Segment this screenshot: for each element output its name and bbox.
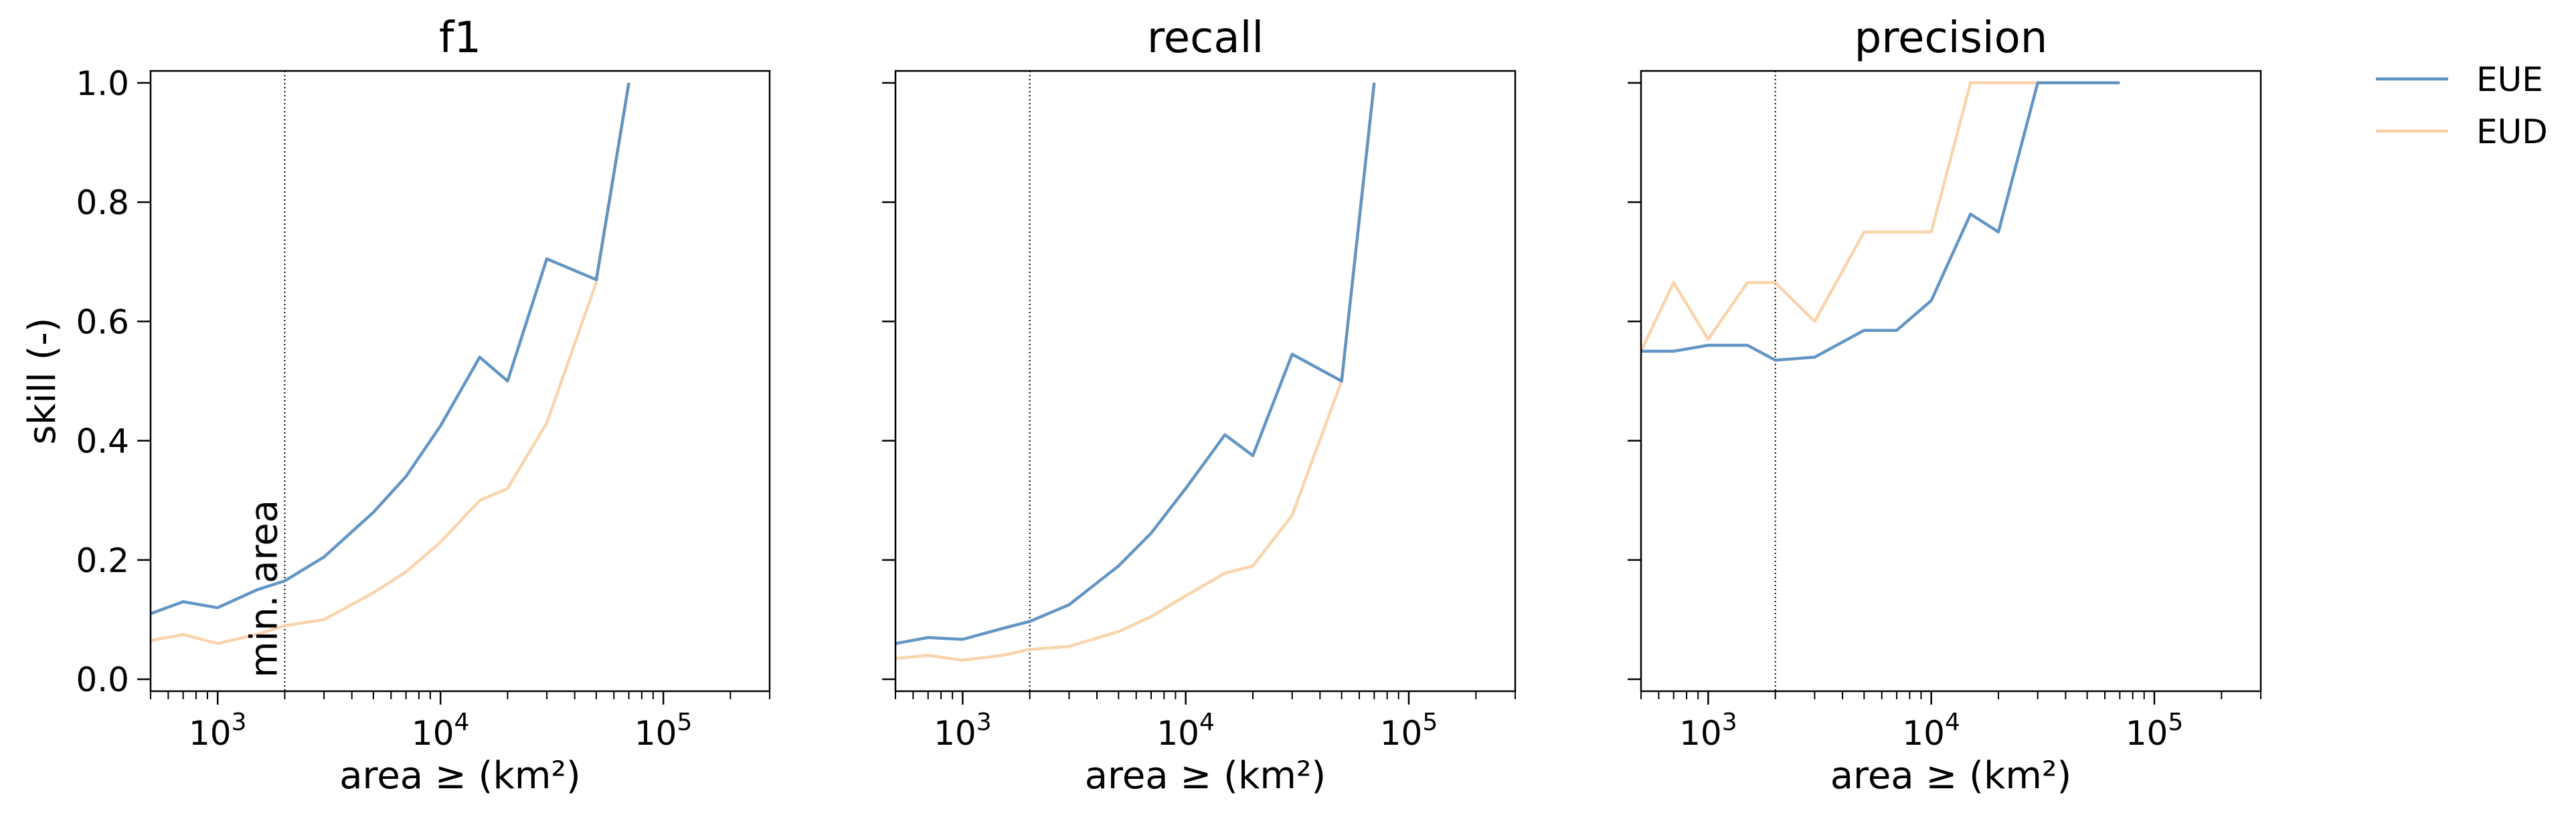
series-line-EUE	[150, 82, 630, 616]
y-tick-label: 1.0	[76, 64, 129, 103]
y-tick-label: 0.8	[76, 183, 129, 222]
y-axis-label: skill (-)	[21, 318, 64, 445]
x-tick-exponent: 4	[1199, 709, 1215, 736]
x-tick-base: 10	[1156, 714, 1199, 753]
x-tick-exponent: 3	[1722, 709, 1737, 736]
chart-title: f1	[439, 13, 481, 63]
series-line-EUE	[895, 82, 1376, 645]
x-tick-exponent: 5	[677, 709, 692, 736]
x-tick-base: 10	[1902, 714, 1945, 753]
series-line-EUE	[1641, 81, 2120, 362]
legend: EUE EUD	[2376, 60, 2548, 151]
x-tick-base: 10	[2126, 714, 2168, 753]
x-tick-label: 103	[1679, 709, 1737, 753]
legend-label: EUE	[2476, 60, 2543, 99]
x-tick-exponent: 4	[1945, 709, 1960, 736]
x-tick-base: 10	[934, 714, 976, 753]
y-tick-label: 0.4	[76, 422, 129, 461]
x-tick-label: 104	[412, 709, 470, 753]
x-tick-exponent: 5	[1422, 709, 1438, 736]
chart-title: precision	[1855, 13, 2048, 63]
x-tick-base: 10	[1380, 714, 1423, 753]
axes-frame	[149, 70, 771, 693]
x-tick-base: 10	[412, 714, 454, 753]
chart-title: recall	[1147, 13, 1264, 63]
x-tick-exponent: 4	[454, 709, 470, 736]
x-tick-label: 103	[934, 709, 992, 753]
series-line-EUD	[1639, 81, 2120, 352]
x-tick-label: 105	[2126, 709, 2184, 753]
legend-label: EUD	[2476, 112, 2548, 151]
x-axis-label: area ≥ (km²)	[339, 754, 581, 798]
min-area-annotation: min. area	[242, 500, 286, 678]
x-tick-label: 103	[189, 709, 247, 753]
x-axis-label: area ≥ (km²)	[1830, 754, 2072, 798]
x-tick-label: 104	[1156, 709, 1215, 753]
x-tick-exponent: 3	[232, 709, 247, 736]
x-tick-label: 105	[634, 709, 693, 753]
x-tick-base: 10	[189, 714, 232, 753]
series-line-EUD	[150, 82, 630, 645]
x-tick-base: 10	[634, 714, 677, 753]
series-line-EUD	[895, 82, 1376, 662]
x-tick-exponent: 3	[976, 709, 992, 736]
x-tick-base: 10	[1679, 714, 1722, 753]
y-tick-label: 0.2	[76, 541, 129, 580]
x-axis-label: area ≥ (km²)	[1085, 754, 1326, 798]
axes-frame	[1640, 70, 2262, 693]
y-tick-label: 0.6	[76, 302, 129, 341]
x-tick-exponent: 5	[2168, 709, 2183, 736]
y-tick-label: 0.0	[76, 660, 129, 699]
axes-frame	[894, 70, 1517, 693]
x-tick-label: 105	[1380, 709, 1438, 753]
x-tick-label: 104	[1902, 709, 1960, 753]
